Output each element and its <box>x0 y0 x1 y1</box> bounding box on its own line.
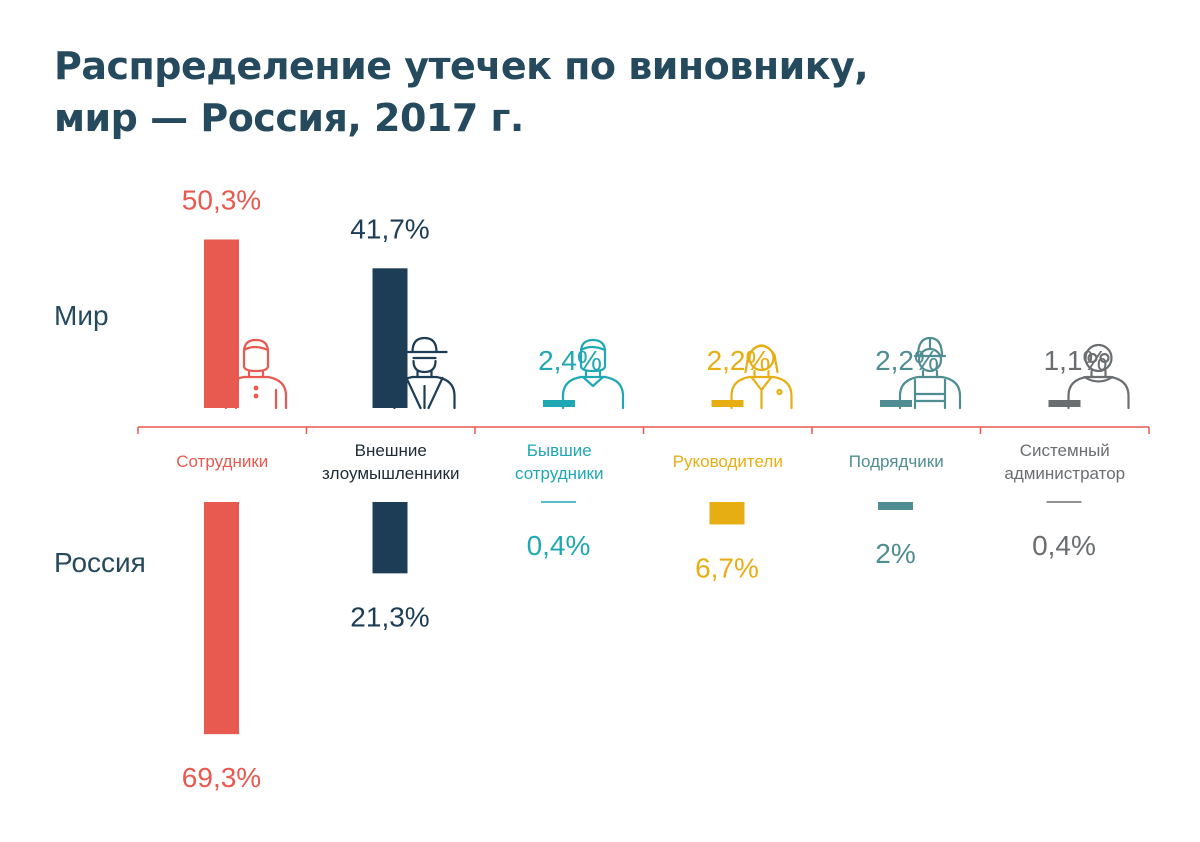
russia-value-label-5: 0,4% <box>1032 530 1096 561</box>
row-label-russia: Россия <box>54 547 146 578</box>
sysadmin-icon-glasses-left <box>1087 352 1098 364</box>
world-value-label-1: 41,7% <box>350 213 429 244</box>
employee-icon <box>224 338 288 410</box>
employee-icon-torso <box>224 375 288 410</box>
world-bar-5 <box>1048 400 1081 407</box>
hacker-icon <box>393 336 456 410</box>
hacker-icon-torso <box>393 375 456 410</box>
former-employee-icon-torso <box>561 375 625 410</box>
category-label-3-line-1: Руководители <box>673 452 783 471</box>
world-bar-4 <box>880 400 912 407</box>
world-bar-0 <box>204 239 239 408</box>
chart-title-line-1: Распределение утечек по виновнику, <box>54 44 869 88</box>
contractor-icon <box>898 336 962 410</box>
category-label-4-line-1: Подрядчики <box>849 452 944 471</box>
manager-icon-pocket <box>776 388 783 396</box>
russia-bar-4 <box>878 502 913 510</box>
chart-title-line-2: мир — Россия, 2017 г. <box>54 96 524 140</box>
world-bar-1 <box>372 268 408 408</box>
former-employee-icon-collar <box>581 375 605 388</box>
category-label-1-line-2: злоумышленники <box>322 464 459 483</box>
manager-icon-lapel <box>750 375 773 410</box>
manager-icon-torso <box>730 375 793 410</box>
manager-icon-hair <box>744 344 779 374</box>
category-label-5-line-1: Системный <box>1020 441 1110 460</box>
contractor-icon-torso <box>898 375 962 410</box>
manager-icon-neck <box>753 369 770 379</box>
hacker-icon-hat <box>401 336 448 354</box>
category-label-5-line-2: администратор <box>1004 464 1125 483</box>
former-employee-icon <box>561 338 625 410</box>
row-label-world: Мир <box>54 300 109 331</box>
russia-bar-1 <box>372 502 408 574</box>
hacker-icon-face <box>412 359 437 374</box>
former-employee-icon-neck <box>584 369 602 379</box>
category-label-0-line-1: Сотрудники <box>176 452 268 471</box>
russia-value-label-3: 6,7% <box>695 552 759 583</box>
world-value-label-0: 50,3% <box>182 184 261 215</box>
hacker-icon-coat <box>405 376 444 410</box>
sysadmin-icon-collar <box>1083 375 1114 383</box>
former-employee-icon-head <box>579 338 607 373</box>
sysadmin-icon <box>1067 343 1130 410</box>
sysadmin-icon-glasses-right <box>1099 352 1110 364</box>
sysadmin-icon-torso <box>1067 375 1130 410</box>
category-label-2-line-1: Бывшие <box>527 441 592 460</box>
world-bar-2 <box>543 400 575 407</box>
employee-icon-button-2 <box>253 393 259 399</box>
employee-icon-head <box>242 338 270 373</box>
russia-value-label-1: 21,3% <box>350 601 429 632</box>
former-employee-icon-hair <box>579 345 607 352</box>
russia-bar-3 <box>709 502 745 525</box>
contractor-icon-helmet <box>913 336 947 358</box>
employee-icon-hair <box>242 345 270 352</box>
russia-value-label-2: 0,4% <box>527 530 591 561</box>
manager-icon <box>730 344 793 410</box>
contractor-icon-overalls <box>913 378 947 410</box>
russia-bar-0 <box>204 502 239 735</box>
world-bar-3 <box>711 400 744 407</box>
russia-value-label-0: 69,3% <box>182 762 261 793</box>
hacker-icon-neck <box>416 369 433 379</box>
sysadmin-icon-head <box>1084 343 1113 373</box>
employee-icon-button-1 <box>253 385 259 391</box>
employee-icon-sleeves <box>234 388 278 410</box>
employee-icon-neck <box>247 369 265 379</box>
category-label-2-line-2: сотрудники <box>515 464 604 483</box>
russia-value-label-4: 2% <box>875 538 915 569</box>
contractor-icon-neck <box>921 369 939 379</box>
world-value-label-3: 2,2% <box>707 345 771 376</box>
sysadmin-icon-neck <box>1090 369 1107 379</box>
chart-title: Распределение утечек по виновнику, мир —… <box>54 40 869 144</box>
category-label-1-line-1: Внешние <box>355 441 427 460</box>
